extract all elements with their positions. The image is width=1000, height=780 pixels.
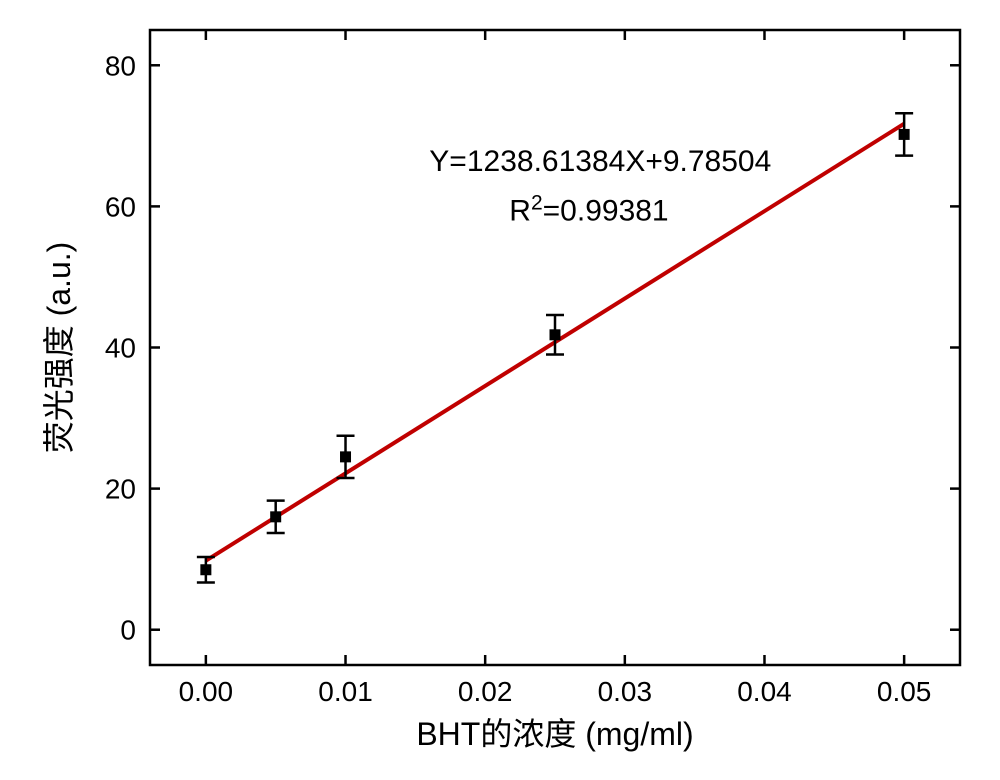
x-tick-label: 0.03 (598, 676, 653, 707)
x-tick-label: 0.00 (179, 676, 234, 707)
x-tick-label: 0.05 (877, 676, 932, 707)
y-tick-label: 20 (105, 474, 136, 505)
data-point (341, 452, 351, 462)
equation-annotation: Y=1238.61384X+9.78504 (429, 145, 771, 178)
y-tick-label: 40 (105, 333, 136, 364)
data-point (550, 330, 560, 340)
y-tick-label: 0 (120, 615, 136, 646)
x-tick-label: 0.02 (458, 676, 513, 707)
x-tick-label: 0.04 (737, 676, 792, 707)
calibration-chart: 0.00 0.01 0.02 0.03 0.04 0.05 0 20 40 60 80 BHT的浓度 … (0, 0, 1000, 780)
x-axis-label: BHT的浓度 (mg/ml) (416, 716, 693, 752)
y-tick-label: 60 (105, 191, 136, 222)
data-point (899, 129, 909, 139)
y-tick-label: 80 (105, 50, 136, 81)
y-axis-label: 荧光强度 (a.u.) (41, 242, 77, 454)
data-point (201, 565, 211, 575)
x-tick-label: 0.01 (318, 676, 373, 707)
data-point (271, 512, 281, 522)
chart-container: 0.00 0.01 0.02 0.03 0.04 0.05 0 20 40 60 80 BHT的浓度 … (0, 0, 1000, 780)
